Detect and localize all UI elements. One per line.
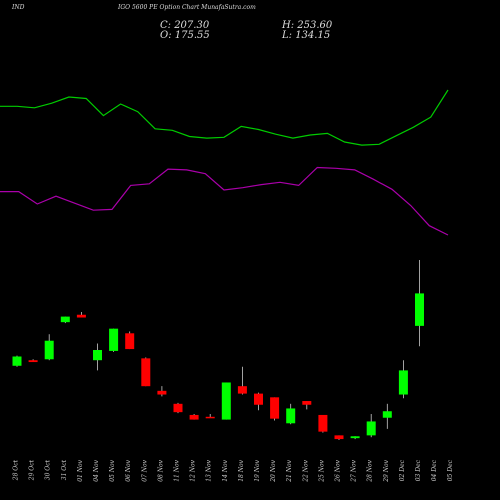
- candle: [318, 414, 328, 433]
- candle: [141, 357, 151, 387]
- candles: [12, 260, 424, 440]
- magenta-indicator-line: [0, 166, 449, 236]
- x-tick-label: 29 Nov: [383, 459, 390, 482]
- candle: [125, 331, 135, 350]
- x-tick-label: 29 Oct: [29, 459, 36, 481]
- x-tick-label: 25 Nov: [318, 459, 325, 482]
- candle: [286, 403, 296, 425]
- x-tick-label: 19 Nov: [254, 459, 261, 481]
- x-tick-label: 11 Nov: [174, 459, 181, 481]
- high-value: H: 253.60: [282, 20, 333, 31]
- x-tick-label: 28 Oct: [13, 459, 20, 481]
- x-tick-label: 18 Nov: [238, 459, 245, 481]
- candle: [109, 328, 119, 352]
- candle: [44, 334, 54, 361]
- x-tick-label: 21 Nov: [286, 459, 293, 482]
- x-tick-label: 04 Dec: [431, 459, 438, 481]
- x-tick-label: 02 Dec: [399, 459, 406, 481]
- candle: [60, 316, 70, 324]
- candle: [398, 360, 408, 399]
- x-tick-label: 05 Nov: [109, 459, 116, 481]
- candle: [254, 392, 263, 411]
- open-value: O: 175.55: [160, 30, 210, 41]
- low-value: L: 134.15: [282, 30, 331, 41]
- candle: [270, 397, 280, 421]
- x-tick-label: 05 Dec: [447, 459, 454, 481]
- x-tick-label: 26 Nov: [335, 459, 342, 482]
- x-tick-label: 01 Nov: [77, 459, 84, 481]
- candle: [366, 414, 376, 438]
- candle: [334, 435, 344, 440]
- candle: [12, 355, 22, 367]
- x-tick-label: 20 Nov: [270, 459, 277, 482]
- candle: [302, 401, 312, 410]
- candle: [173, 402, 183, 414]
- x-tick-label: 13 Nov: [206, 459, 213, 481]
- x-tick-label: 30 Oct: [45, 459, 52, 480]
- close-value: C: 207.30: [160, 20, 210, 31]
- x-tick-label: 31 Oct: [61, 459, 68, 480]
- candle: [157, 386, 167, 397]
- candle: [28, 359, 38, 363]
- x-tick-label: 12 Nov: [190, 459, 197, 481]
- indicator-lines: [0, 89, 449, 236]
- x-tick-label: 08 Nov: [157, 459, 164, 481]
- candle: [415, 260, 424, 347]
- x-tick-label: 06 Nov: [125, 459, 132, 481]
- x-tick-label: 04 Nov: [93, 459, 100, 481]
- candle: [189, 414, 199, 420]
- x-axis-labels: 28 Oct 29 Oct 30 Oct 31 Oct 01 Nov 04 Nov 05 N…: [13, 459, 455, 482]
- candle: [382, 403, 392, 429]
- candle: [221, 382, 231, 420]
- x-tick-label: 28 Nov: [367, 459, 374, 482]
- candle: [205, 414, 215, 419]
- x-tick-label: 22 Nov: [302, 459, 309, 482]
- green-indicator-line: [0, 89, 449, 146]
- candle: [76, 311, 86, 318]
- candle: [237, 366, 247, 395]
- candle: [93, 343, 102, 371]
- x-tick-label: 07 Nov: [141, 459, 148, 481]
- chart-title: IGO 5600 PE Option Chart MunafaSutra.com: [118, 4, 256, 11]
- x-tick-label: 03 Dec: [415, 459, 422, 481]
- symbol-label: IND: [12, 4, 25, 11]
- x-tick-label: 27 Nov: [351, 459, 358, 482]
- x-tick-label: 14 Nov: [222, 459, 229, 481]
- candle: [350, 436, 360, 440]
